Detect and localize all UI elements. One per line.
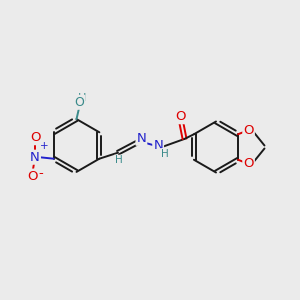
Text: H: H — [115, 155, 122, 166]
Text: O: O — [27, 169, 38, 183]
Text: +: + — [40, 141, 49, 151]
Text: N: N — [153, 139, 163, 152]
Text: O: O — [243, 157, 254, 170]
Text: N: N — [30, 151, 40, 164]
Text: H: H — [161, 149, 169, 159]
Text: O: O — [176, 110, 186, 123]
Text: O: O — [243, 124, 254, 137]
Text: N: N — [136, 132, 146, 145]
Text: O: O — [30, 131, 40, 144]
Text: H: H — [78, 93, 87, 103]
Text: -: - — [39, 167, 44, 180]
Text: O: O — [75, 96, 84, 109]
